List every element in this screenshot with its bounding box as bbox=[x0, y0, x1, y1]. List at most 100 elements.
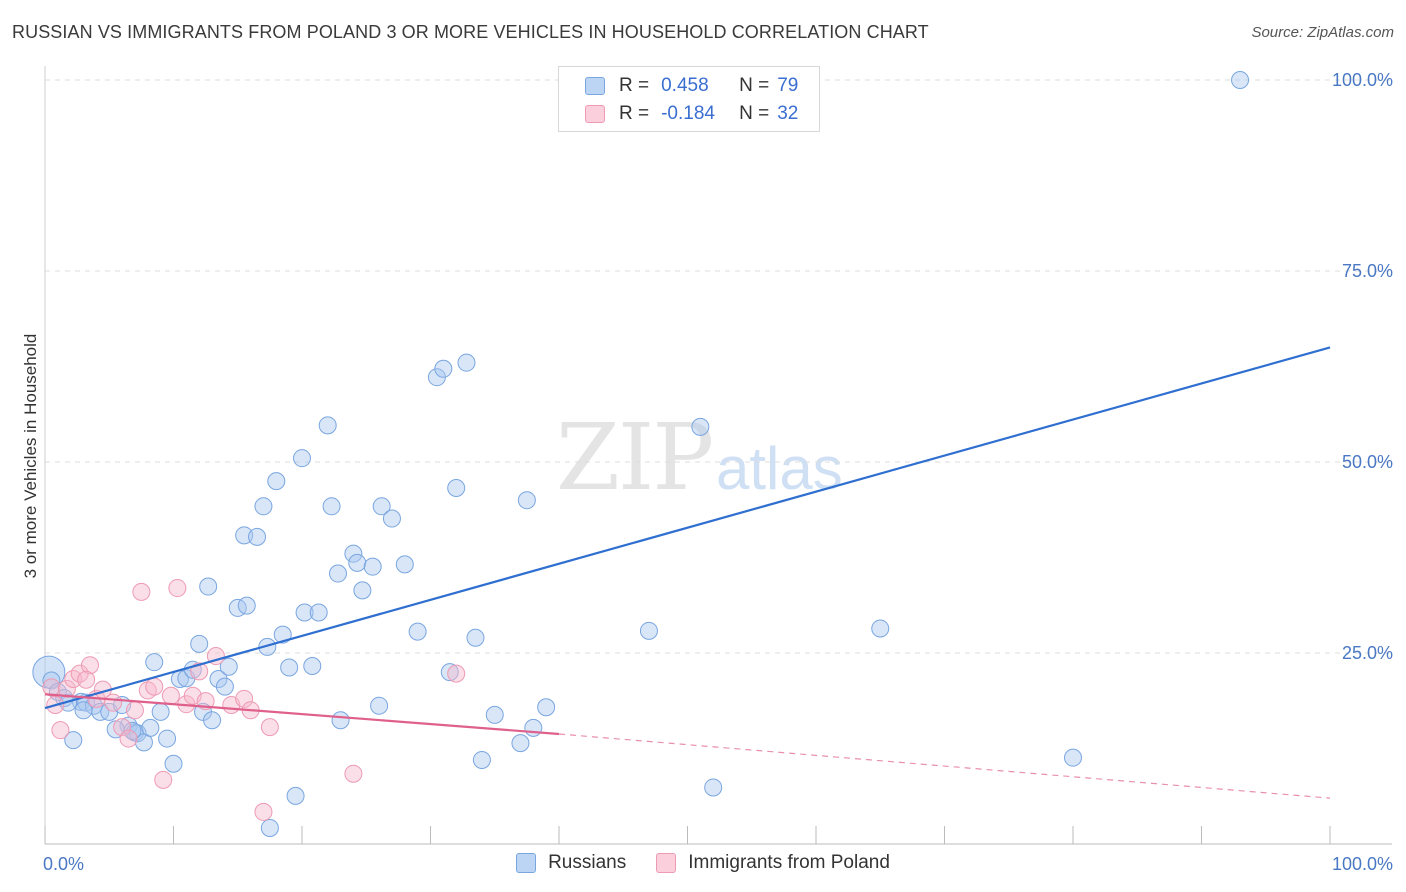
russians-point bbox=[524, 718, 543, 737]
tick-labels: 100.0% 75.0% 50.0% 25.0% 0.0% 100.0% bbox=[43, 70, 1393, 874]
russians-point bbox=[42, 671, 61, 690]
russians-point bbox=[64, 731, 83, 750]
series-legend: Russians Immigrants from Poland bbox=[0, 852, 1406, 874]
poland-point bbox=[344, 764, 363, 783]
poland-point bbox=[168, 579, 187, 598]
poland-point bbox=[161, 686, 180, 705]
russians-point bbox=[203, 711, 222, 730]
russians-point bbox=[286, 786, 305, 805]
legend-n-label: N = bbox=[739, 103, 770, 124]
russians-point bbox=[363, 557, 382, 576]
y-axis-label: 3 or more Vehicles in Household bbox=[21, 334, 40, 579]
poland-swatch bbox=[585, 105, 605, 123]
russians-point bbox=[440, 663, 459, 682]
poland-point bbox=[119, 729, 138, 748]
russians-point bbox=[322, 497, 341, 516]
russians-point bbox=[273, 625, 292, 644]
poland-point bbox=[113, 718, 132, 737]
poland-point bbox=[42, 678, 61, 697]
russians-point bbox=[158, 729, 177, 748]
watermark-zip: ZIP bbox=[556, 404, 714, 511]
russians-point bbox=[537, 698, 556, 717]
poland-points bbox=[42, 579, 466, 821]
russians-point bbox=[395, 555, 414, 574]
legend-row-russians: R = 0.458 N = 79 bbox=[585, 73, 798, 99]
poland-point bbox=[447, 664, 466, 683]
poland-point bbox=[77, 670, 96, 689]
y-tick-label: 50.0% bbox=[1342, 452, 1393, 472]
legend-item-poland[interactable]: Immigrants from Poland bbox=[656, 852, 890, 874]
legend-n-label: N = bbox=[739, 75, 770, 96]
russians-point bbox=[704, 778, 723, 797]
russians-point bbox=[1231, 71, 1250, 89]
russians-point bbox=[190, 634, 209, 653]
poland-point bbox=[132, 582, 151, 601]
russians-point bbox=[254, 497, 273, 516]
russians-swatch bbox=[585, 77, 605, 95]
y-tick-label: 25.0% bbox=[1342, 643, 1393, 663]
russians-point bbox=[408, 622, 427, 641]
legend-item-russians[interactable]: Russians bbox=[516, 852, 626, 874]
poland-point bbox=[235, 689, 254, 708]
legend-n-russians: 79 bbox=[777, 75, 799, 96]
legend-row-poland: R = -0.184 N = 32 bbox=[585, 101, 798, 127]
axes bbox=[44, 66, 1392, 845]
poland-trend-line bbox=[44, 693, 560, 736]
poland-point bbox=[51, 721, 70, 740]
russians-point bbox=[511, 734, 530, 753]
russians-point bbox=[267, 472, 286, 491]
trend-lines bbox=[44, 346, 1331, 799]
russians-point bbox=[331, 711, 350, 730]
legend-r-russians: 0.458 bbox=[661, 75, 709, 96]
russians-point bbox=[344, 544, 363, 563]
russians-point bbox=[293, 449, 311, 468]
russians-point bbox=[248, 527, 267, 546]
legend-r-label: R = bbox=[619, 75, 650, 96]
russians-point bbox=[260, 818, 279, 837]
russians-point bbox=[517, 491, 536, 510]
russians-point bbox=[353, 581, 372, 600]
russians-point bbox=[871, 619, 890, 638]
russians-point bbox=[219, 657, 238, 676]
russians-point bbox=[348, 553, 367, 572]
russians-point bbox=[309, 603, 328, 622]
chart-title: RUSSIAN VS IMMIGRANTS FROM POLAND 3 OR M… bbox=[12, 22, 929, 42]
poland-legend-swatch bbox=[656, 853, 677, 873]
russians-point bbox=[472, 750, 491, 769]
russians-point bbox=[199, 577, 218, 596]
russians-point bbox=[328, 564, 347, 583]
russians-point bbox=[372, 497, 391, 516]
russians-point bbox=[382, 509, 401, 528]
russians-point bbox=[215, 677, 234, 696]
poland-point bbox=[125, 701, 144, 720]
poland-point bbox=[190, 662, 209, 681]
source-label: Source: ZipAtlas.com bbox=[1251, 24, 1394, 41]
poland-point bbox=[254, 802, 273, 821]
russians-legend-swatch bbox=[516, 853, 537, 873]
russians-point bbox=[318, 416, 337, 435]
x-tick-label: 100.0% bbox=[1332, 854, 1393, 874]
russians-point bbox=[209, 669, 228, 688]
legend-r-label: R = bbox=[619, 103, 650, 124]
russians-point bbox=[74, 701, 93, 720]
legend-r-poland: -0.184 bbox=[661, 103, 715, 124]
russians-point bbox=[434, 359, 453, 378]
legend-n-poland: 32 bbox=[777, 103, 799, 124]
russians-point bbox=[466, 628, 485, 647]
y-tick-label: 100.0% bbox=[1332, 70, 1393, 90]
russians-point bbox=[485, 705, 504, 724]
russians-point bbox=[164, 754, 183, 773]
russians-point bbox=[457, 353, 476, 372]
poland-point bbox=[260, 718, 279, 737]
poland-trend-extension bbox=[558, 733, 1331, 799]
russians-point bbox=[303, 656, 322, 675]
poland-point bbox=[57, 679, 76, 698]
russians-point bbox=[639, 621, 658, 640]
poland-point bbox=[154, 770, 173, 789]
russians-point bbox=[141, 718, 160, 737]
russians-point bbox=[691, 417, 710, 436]
russians-point bbox=[295, 603, 314, 622]
russians-point bbox=[235, 526, 254, 545]
x-tick-label: 0.0% bbox=[43, 854, 84, 874]
russians-point bbox=[1064, 748, 1082, 767]
